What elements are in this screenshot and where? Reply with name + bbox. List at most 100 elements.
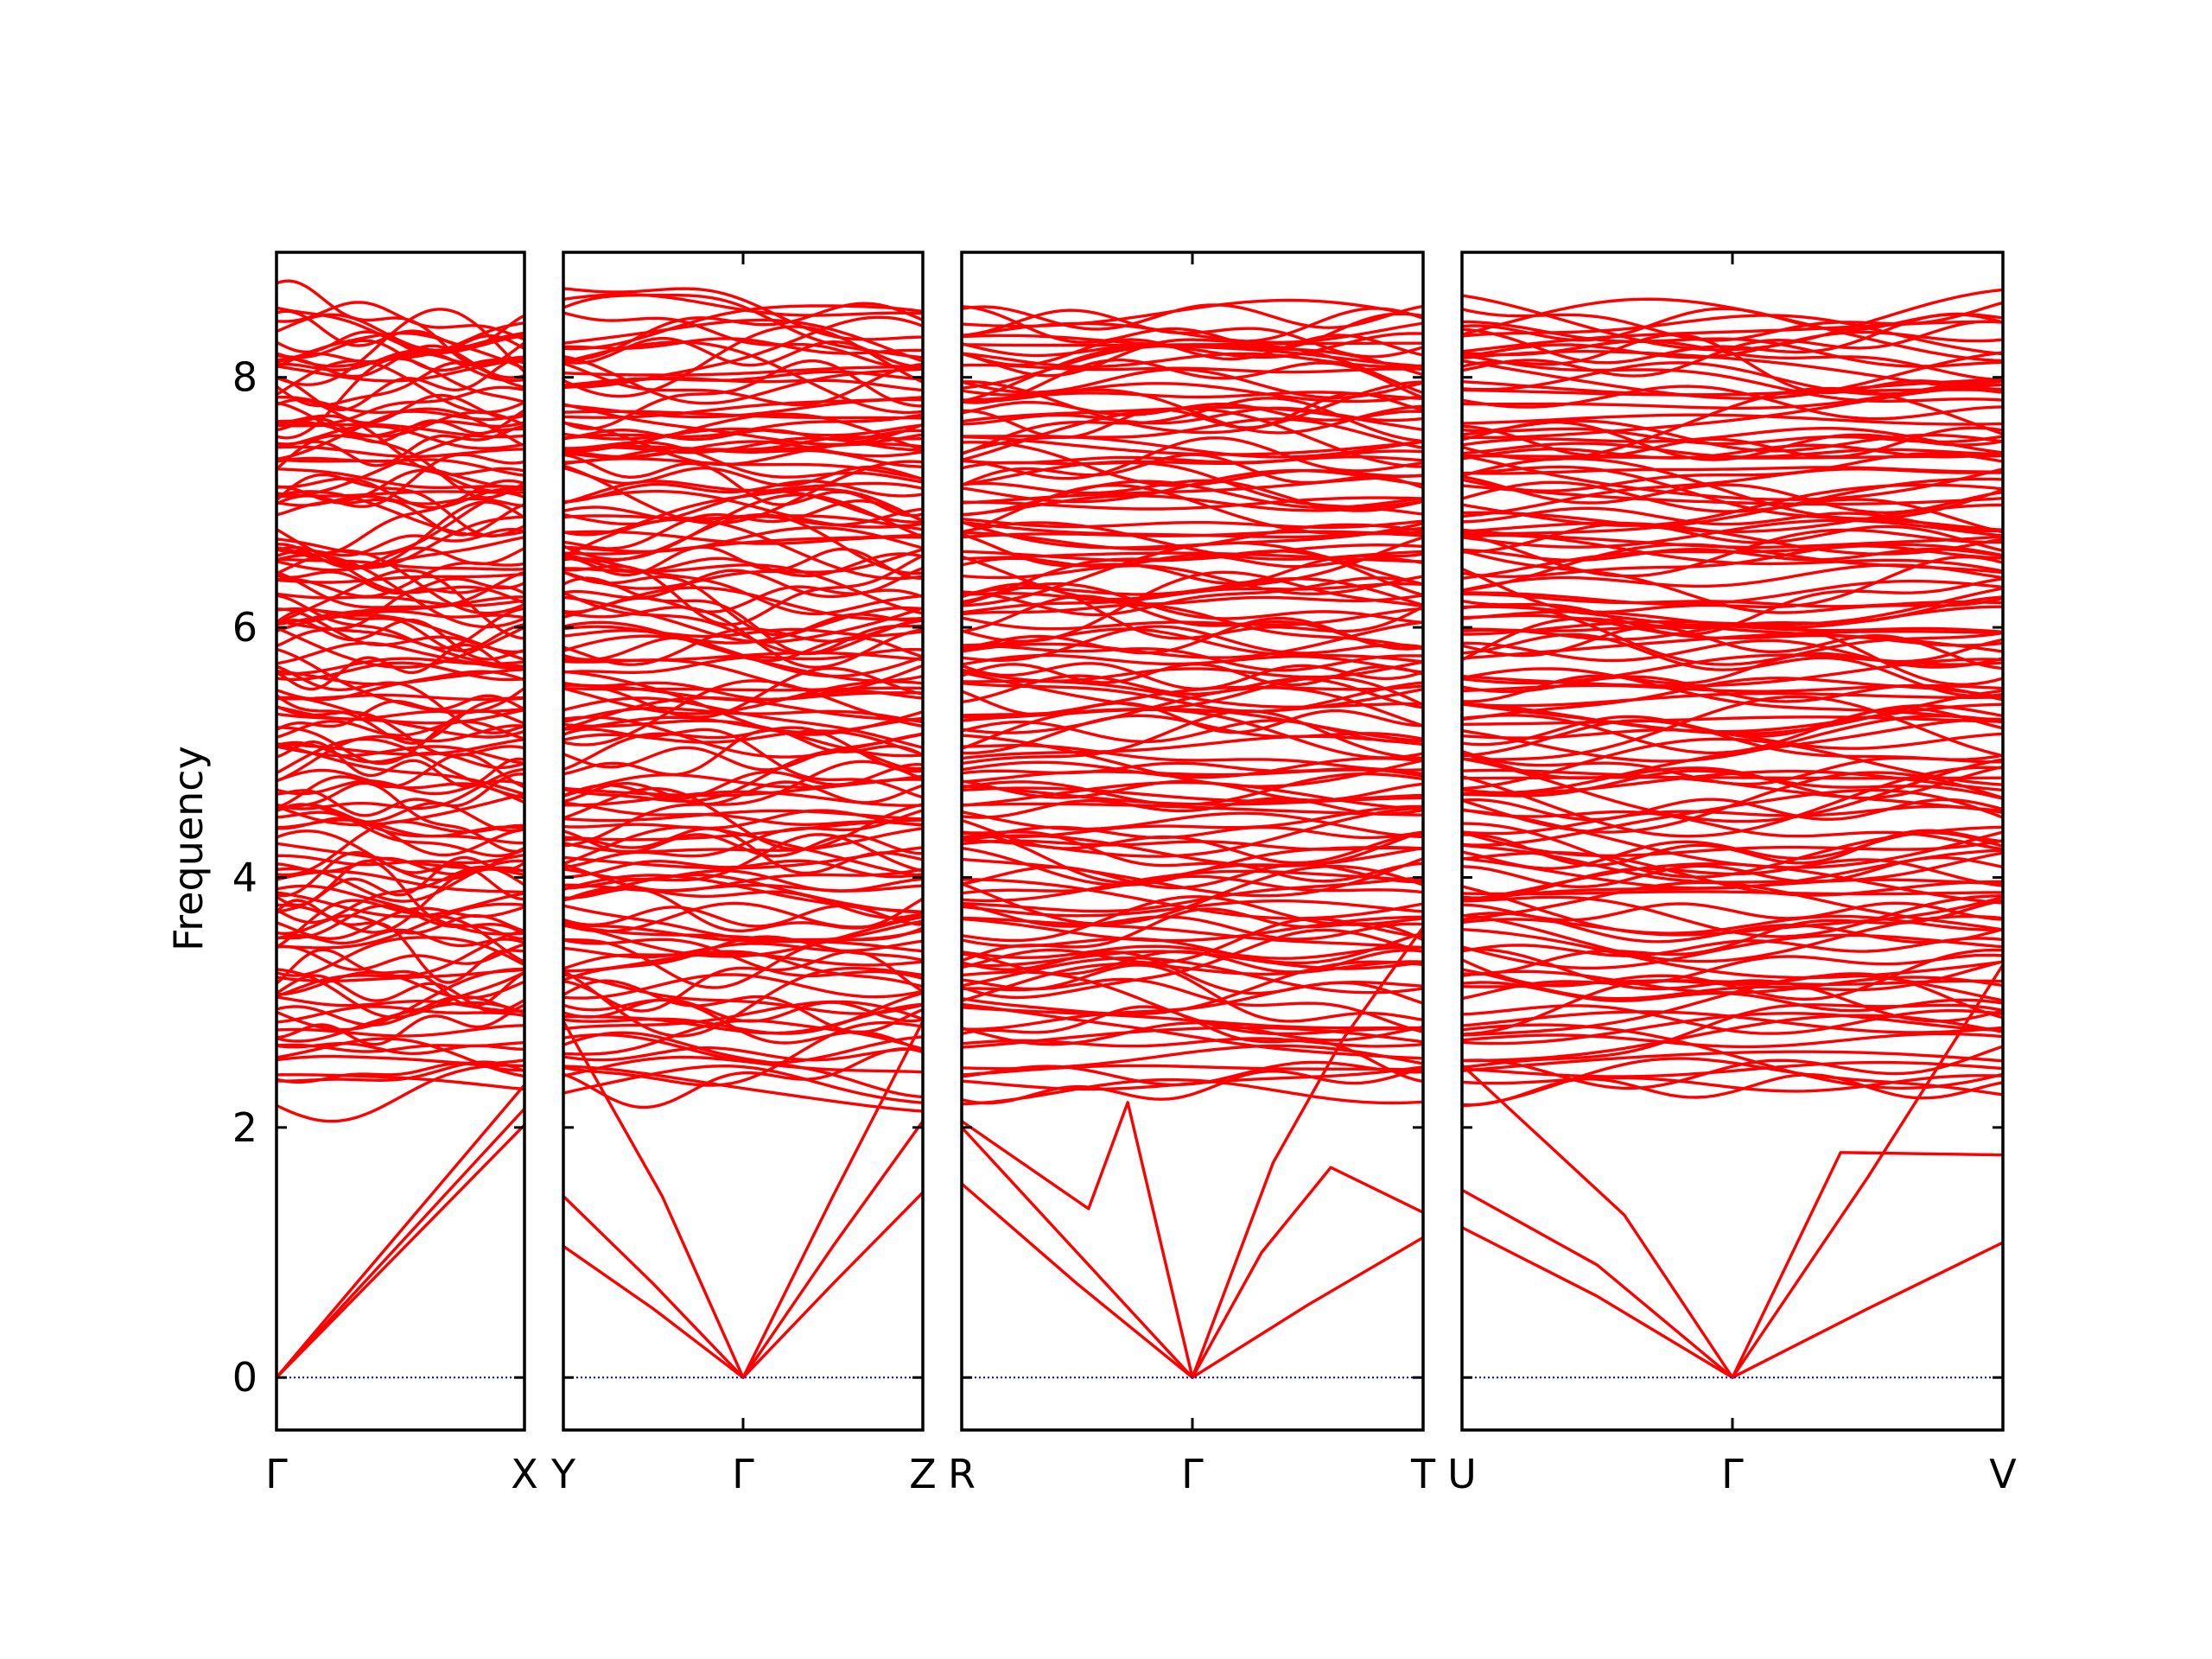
y-tick-label-4: 4 [232, 854, 257, 900]
optical-band [962, 895, 1423, 943]
acoustic-branch [1191, 1236, 1423, 1379]
optical-band [563, 680, 923, 715]
optical-band [1462, 953, 2003, 1001]
acoustic-branch [962, 1126, 1194, 1379]
optical-band [962, 303, 1423, 331]
optical-band [276, 1003, 524, 1046]
optical-band [1462, 454, 2003, 501]
optical-band [276, 321, 524, 368]
optical-band [962, 603, 1423, 651]
optical-band [962, 436, 1423, 480]
optical-band [276, 643, 524, 691]
acoustic-branch [1731, 963, 2003, 1379]
optical-band [962, 417, 1423, 455]
optical-band [276, 974, 524, 1014]
optical-band [276, 453, 524, 508]
acoustic-branch [741, 1119, 923, 1379]
acoustic-branch [276, 1107, 524, 1379]
optical-band [962, 950, 1423, 1005]
optical-band [1462, 353, 2003, 403]
optical-band [1462, 419, 2003, 453]
optical-band [563, 973, 923, 1000]
y-axis: 0 2 4 6 8 [232, 354, 257, 1402]
optical-band [276, 705, 524, 721]
optical-band [563, 337, 923, 355]
optical-band [962, 554, 1423, 569]
optical-band [962, 830, 1423, 883]
optical-band [1462, 307, 2003, 342]
optical-band [563, 1031, 923, 1099]
optical-band [563, 801, 923, 827]
optical-band [962, 441, 1423, 487]
optical-band [563, 1020, 923, 1087]
optical-band [563, 787, 923, 851]
optical-band [563, 606, 923, 669]
optical-band [276, 772, 524, 817]
optical-band [563, 576, 923, 655]
optical-band [276, 891, 524, 918]
optical-band [563, 998, 923, 1023]
optical-band [962, 857, 1423, 898]
optical-band [1462, 689, 2003, 735]
optical-band [563, 827, 923, 854]
optical-band [276, 570, 524, 609]
optical-band [962, 298, 1423, 328]
acoustic-branch [563, 1244, 745, 1379]
x-tick-label-X: X [511, 1451, 538, 1497]
optical-band [1462, 351, 2003, 400]
optical-band [276, 928, 524, 948]
optical-band [1462, 775, 2003, 780]
optical-band [1462, 427, 2003, 446]
optical-band [276, 1054, 524, 1065]
optical-band [563, 453, 923, 518]
optical-band [962, 1006, 1423, 1030]
acoustic-branch [962, 1101, 1194, 1379]
optical-band [962, 1065, 1423, 1091]
panel-frame [275, 251, 526, 1432]
optical-band [563, 809, 923, 823]
x-tick-label-V: V [1989, 1451, 2017, 1497]
optical-band [962, 802, 1423, 817]
optical-band [962, 864, 1423, 926]
optical-band [563, 397, 923, 419]
optical-band [563, 591, 923, 656]
optical-band [276, 607, 524, 654]
optical-band [962, 1002, 1423, 1060]
optical-band [1462, 378, 2003, 397]
optical-band [563, 728, 923, 777]
optical-band [276, 1041, 524, 1053]
acoustic-branch [276, 1123, 524, 1379]
optical-band [563, 311, 923, 369]
optical-band [276, 842, 524, 873]
optical-band [276, 279, 524, 368]
x-tick-label-Γ: Γ [1181, 1451, 1204, 1497]
optical-band [563, 951, 923, 973]
optical-band [276, 467, 524, 490]
optical-band [563, 302, 923, 362]
optical-band [962, 957, 1423, 995]
optical-band [276, 486, 524, 556]
optical-band [563, 774, 923, 798]
optical-band [276, 359, 524, 414]
optical-band [1462, 330, 2003, 359]
optical-band [563, 973, 923, 1015]
optical-band [1462, 1057, 2003, 1108]
optical-band [962, 592, 1423, 606]
optical-band [1462, 928, 2003, 980]
optical-band [276, 409, 524, 444]
acoustic-branch [276, 1083, 524, 1379]
optical-band [1462, 1023, 2003, 1090]
optical-band [276, 745, 524, 766]
optical-band [1462, 386, 2003, 461]
optical-band [563, 670, 923, 736]
optical-band [962, 944, 1423, 960]
optical-band [563, 493, 923, 562]
optical-band [1462, 855, 2003, 889]
optical-band [276, 661, 524, 682]
optical-band [962, 570, 1423, 643]
optical-band [1462, 442, 2003, 459]
optical-band [563, 423, 923, 441]
optical-band [962, 435, 1423, 459]
